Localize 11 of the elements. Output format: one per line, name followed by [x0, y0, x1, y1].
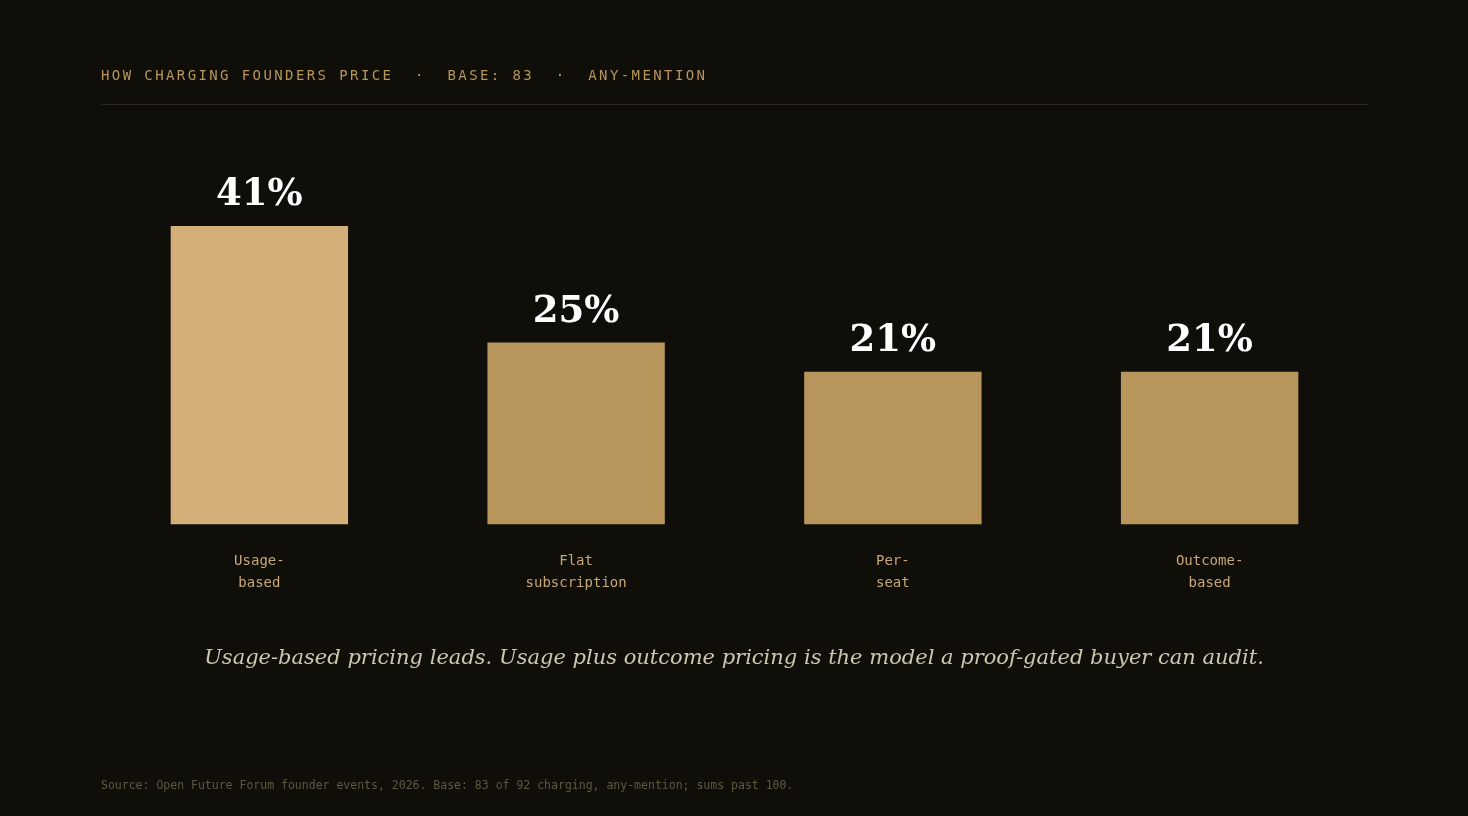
source-note: Source: Open Future Forum founder events, 2026. Base: 83 of 92 charging, any-mention; sums past 100.: [101, 778, 794, 792]
data-label: 41%: [216, 170, 303, 215]
x-tick-label: Per-seat: [876, 552, 910, 590]
x-tick-label: Outcome-based: [1175, 552, 1244, 590]
text: Usage-based pricing leads. Usage plus outcome pricing is the model a proof-gated buyer can audit.: [203, 645, 1265, 669]
data-label: 21%: [849, 315, 937, 360]
data-label: 21%: [1166, 315, 1253, 360]
x-tick-label: Usage-based: [234, 552, 285, 590]
x-tick-label: Flat subscription: [525, 552, 627, 590]
chart-title: HOW CHARGING FOUNDERS PRICE · BASE: 83 · ANY-MENTION: [101, 67, 708, 83]
data-label: 25%: [532, 286, 620, 331]
